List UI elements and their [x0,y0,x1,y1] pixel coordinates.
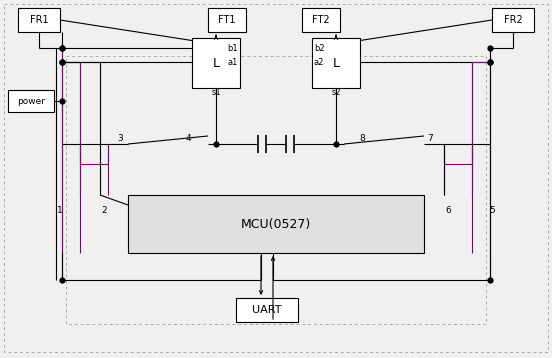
Text: FR2: FR2 [503,15,522,25]
Bar [208,8,246,32]
Bar [8,90,54,112]
Text: 6: 6 [445,205,451,214]
Text: FT1: FT1 [218,15,236,25]
Text: FT2: FT2 [312,15,330,25]
Bar [18,8,60,32]
Bar [128,195,424,253]
Text: 1: 1 [57,205,63,214]
Text: power: power [17,97,45,106]
Bar [66,56,486,324]
Text: 2: 2 [101,205,107,214]
Bar [492,8,534,32]
Text: UART: UART [252,305,282,315]
Text: 4: 4 [185,134,191,142]
Bar [302,8,340,32]
Text: 3: 3 [117,134,123,142]
Bar [312,38,360,88]
Text: s2: s2 [331,87,341,97]
Text: FR1: FR1 [30,15,49,25]
Text: MCU(0527): MCU(0527) [241,218,311,231]
Text: a2: a2 [314,58,325,67]
Text: s1: s1 [211,87,221,97]
Text: b1: b1 [227,44,238,53]
Text: a1: a1 [227,58,238,67]
Text: b2: b2 [314,44,325,53]
Bar [236,298,298,322]
Bar [192,38,240,88]
Text: L: L [332,57,339,69]
Text: 8: 8 [359,134,365,142]
Text: L: L [213,57,220,69]
Text: 7: 7 [427,134,433,142]
Text: 5: 5 [489,205,495,214]
